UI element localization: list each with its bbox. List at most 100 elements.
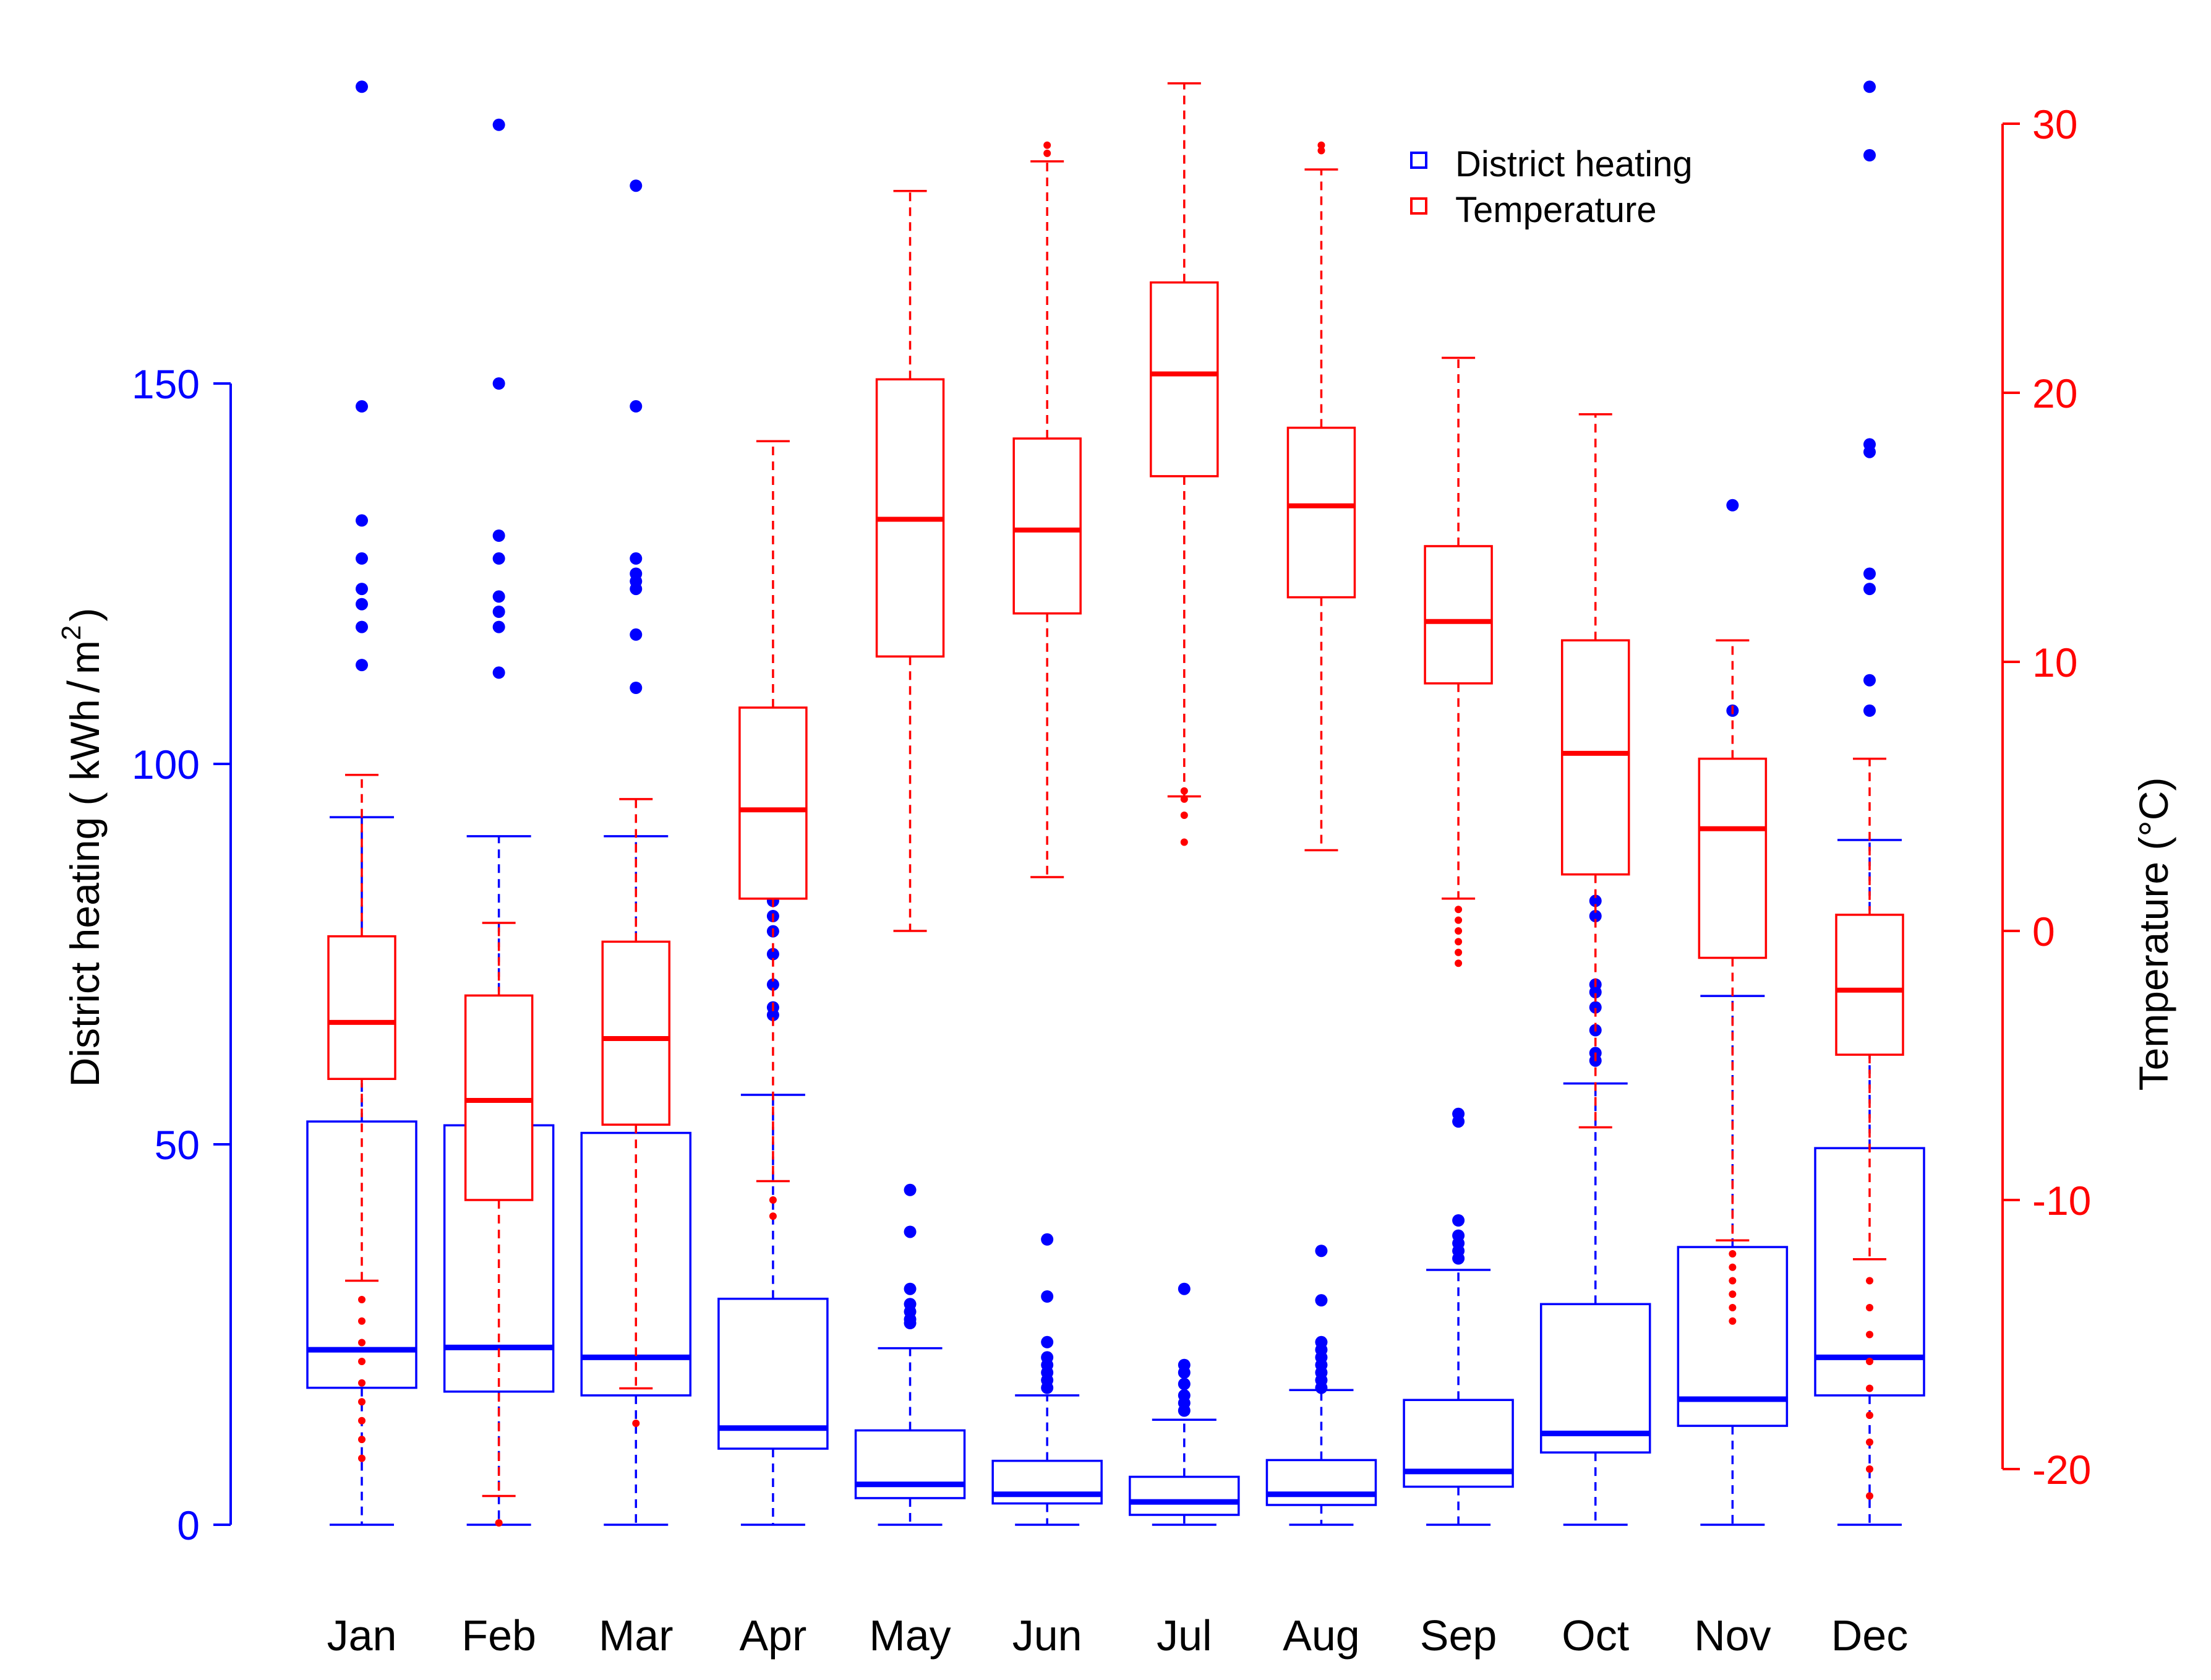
district-heating-outlier [630,682,643,694]
district-heating-outlier [492,529,505,542]
temperature-outlier [358,1398,366,1406]
district-heating-outlier [1178,1389,1191,1402]
district-heating-box-nov [1677,499,1789,1526]
district-heating-box-may [854,1183,966,1526]
district-heating-outlier [356,620,368,633]
month-label: Sep [1420,1611,1497,1660]
left-axis-title: District heating ( kWh/m2) [56,608,109,1087]
temperature-series [327,82,1904,1527]
temperature-iqr-box [464,994,534,1201]
district-heating-outlier [1315,1245,1328,1258]
temperature-iqr-box [1560,639,1630,876]
temperature-outlier [1866,1384,1873,1392]
left-axis-tick-label: 150 [132,361,200,407]
temperature-outlier [1043,149,1051,157]
district-heating-box-jun [991,1233,1103,1526]
temperature-outlier [358,1339,366,1347]
district-heating-outlier [1863,704,1876,717]
temperature-outlier [1455,906,1463,914]
district-heating-outlier [492,118,505,131]
month-label: Mar [599,1611,674,1660]
legend-key-district-heating [1410,152,1427,169]
district-heating-iqr-box [1265,1459,1377,1506]
legend-label-district-heating: District heating [1455,144,1693,184]
temperature-iqr-box [738,706,808,900]
temperature-outlier [1866,1465,1873,1473]
district-heating-outlier [1863,567,1876,580]
left-axis-tick-label: 0 [177,1502,200,1548]
temperature-iqr-box [1835,914,1904,1056]
district-heating-outlier [492,620,505,633]
district-heating-outlier [492,606,505,618]
temperature-iqr-box [1012,437,1082,615]
temperature-box-sep [1424,356,1493,967]
district-heating-outlier [1589,894,1602,907]
temperature-box-jun [1012,141,1082,878]
district-heating-iqr-box [1677,1246,1789,1427]
temperature-iqr-box [601,940,671,1126]
left-axis-tick-label: 100 [132,742,200,787]
temperature-outlier [1317,147,1325,155]
district-heating-outlier [904,1183,917,1196]
month-label: Aug [1283,1611,1360,1660]
district-heating-outlier [630,179,643,192]
district-heating-outlier [630,400,643,413]
district-heating-box-oct [1539,894,1651,1526]
temperature-box-may [875,190,945,932]
temperature-box-jul [1150,82,1219,846]
month-label: Feb [461,1611,536,1660]
temperature-iqr-box [1150,281,1219,478]
temperature-outlier [1455,916,1463,924]
district-heating-outlier [356,598,368,611]
district-heating-outlier [356,514,368,527]
right-axis-tick-label: -20 [2032,1447,2091,1493]
temperature-outlier [1729,1263,1737,1271]
district-heating-outlier [1452,1107,1465,1120]
temperature-outlier [769,1196,777,1204]
right-axis-tick-label: 10 [2032,640,2077,685]
temperature-box-aug [1286,141,1356,852]
x-axis-labels: Jan Feb Mar Apr May Jun Jul Aug Sep Oct Nov Dec [327,1611,1909,1660]
district-heating-outlier [356,80,368,93]
legend: District heating Temperature [1410,144,1693,230]
district-heating-box-aug [1265,1245,1377,1526]
legend-label-temperature: Temperature [1455,190,1657,230]
district-heating-outlier [766,978,779,991]
district-heating-outlier [1041,1335,1054,1348]
temperature-iqr-box [1286,426,1356,599]
district-heating-outlier [1452,1214,1465,1227]
district-heating-outlier [356,583,368,596]
temperature-outlier [1043,141,1051,149]
temperature-outlier [358,1436,366,1444]
temperature-outlier [769,1212,777,1220]
month-label: Apr [739,1611,806,1660]
district-heating-outlier [1863,438,1876,451]
district-heating-box-feb [443,118,555,1526]
temperature-outlier [1729,1304,1737,1311]
right-axis-tick-label: 20 [2032,371,2077,416]
district-heating-outlier [904,1298,917,1311]
district-heating-outlier [1041,1233,1054,1246]
temperature-outlier [1729,1317,1737,1325]
district-heating-outlier [904,1282,917,1295]
district-heating-outlier [1863,149,1876,161]
district-heating-outlier [630,628,643,641]
temperature-box-apr [738,440,808,1220]
month-label: May [869,1611,951,1660]
temperature-outlier [1866,1304,1873,1311]
district-heating-box-sep [1403,1107,1514,1526]
left-axis-tick-label: 50 [155,1122,200,1168]
district-heating-outlier [492,666,505,679]
district-heating-outlier [1178,1282,1191,1295]
temperature-outlier [358,1416,366,1425]
right-axis: -20 -10 0 10 20 30 [2001,101,2091,1493]
district-heating-outlier [766,948,779,961]
temperature-outlier [1180,811,1188,819]
district-heating-outlier [1863,674,1876,687]
right-axis-tick-label: -10 [2032,1178,2091,1224]
district-heating-outlier [630,567,643,580]
district-heating-outlier [492,590,505,603]
temperature-iqr-box [327,935,396,1080]
temperature-iqr-box [1698,757,1768,959]
district-heating-outlier [1863,583,1876,596]
